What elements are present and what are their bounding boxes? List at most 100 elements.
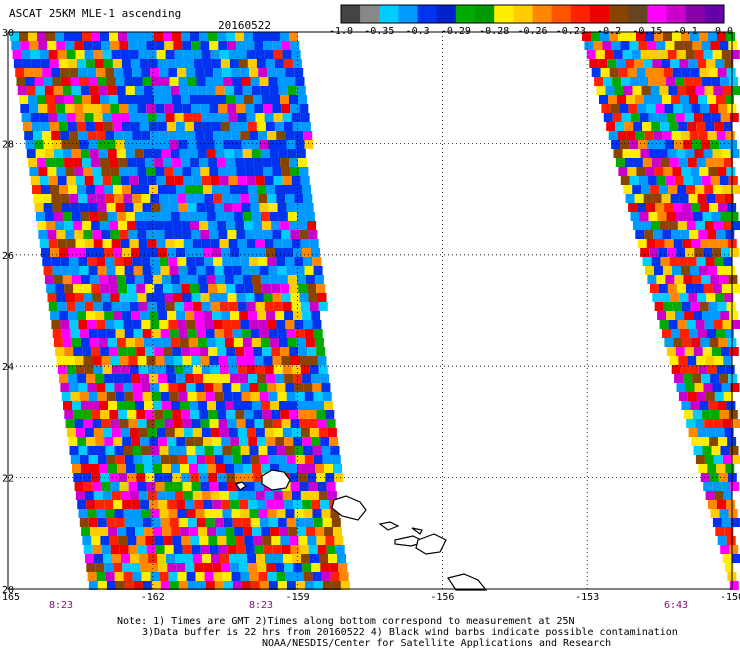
swath-cell [264,239,274,248]
swath-cell [684,113,694,122]
swath-cell [702,347,712,356]
swath-cell [131,500,141,509]
swath-cell [636,167,646,176]
swath-cell [321,509,331,518]
swath-cell [163,95,172,104]
swath-cell [613,50,623,59]
pass-time-3: 6:43 [664,600,689,611]
swath-cell [321,572,331,581]
swath-cell [602,41,612,50]
swath-cell [662,131,672,140]
swath-cell [700,473,710,482]
swath-cell [93,50,103,59]
swath-cell [298,158,308,167]
swath-cell [210,176,220,185]
swath-cell [692,374,702,383]
swath-cell [205,203,215,212]
swath-cell [294,194,304,203]
swath-cell [50,311,60,320]
swath-cell [191,419,201,428]
swath-cell [162,401,171,410]
swath-cell [131,185,140,194]
swath-cell [74,41,84,50]
swath-cell [91,473,101,482]
swath-cell [731,221,740,230]
swath-cell [110,419,120,428]
swath-cell [307,473,317,482]
swath-cell [700,239,710,248]
swath-cell [282,239,292,248]
swath-cell [299,419,309,428]
swath-cell [191,167,201,176]
swath-cell [304,518,314,527]
swath-cell [249,446,259,455]
swath-cell [282,302,292,311]
swath-cell [263,293,273,302]
swath-cell [118,536,128,545]
swath-cell [129,239,139,248]
swath-cell [155,482,165,491]
swath-cell [641,185,651,194]
swath-cell [230,185,239,194]
swath-cell [607,59,617,68]
swath-cell [268,203,278,212]
swath-cell [120,176,130,185]
swath-cell [263,167,273,176]
colorbar-swatch [436,5,457,23]
swath-cell [722,554,732,563]
swath-cell [711,212,721,221]
swath-cell [281,104,291,113]
swath-cell [178,392,188,401]
swath-cell [224,212,234,221]
swath-cell [223,266,233,275]
swath-cell [129,302,139,311]
swath-cell [686,320,696,329]
swath-cell [695,86,705,95]
swath-cell [711,347,721,356]
swath-cell [192,491,202,500]
swath-cell [301,122,311,131]
swath-cell [278,275,288,284]
swath-cell [173,104,183,113]
swath-cell [86,185,95,194]
swath-cell [204,68,214,77]
swath-cell [52,77,62,86]
swath-cell [219,428,229,437]
swath-cell [245,356,255,365]
swath-cell [305,338,315,347]
swath-cell [277,329,287,338]
swath-cell [682,104,692,113]
swath-cell [200,545,210,554]
swath-cell [110,482,120,491]
swath-cell [155,545,165,554]
swath-cell [708,32,717,41]
swath-cell [147,239,157,248]
swath-cell [37,158,47,167]
swath-cell [29,167,39,176]
swath-cell [88,518,98,527]
swath-cell [223,581,233,590]
swath-cell [147,428,157,437]
swath-cell [144,527,154,536]
swath-cell [127,473,137,482]
swath-cell [95,437,105,446]
swath-cell [254,167,264,176]
swath-cell [57,176,67,185]
swath-cell [115,518,125,527]
swath-cell [145,347,155,356]
swath-cell [200,230,210,239]
swath-cell [137,545,147,554]
swath-cell [679,59,689,68]
swath-cell [61,77,71,86]
swath-cell [700,203,710,212]
swath-cell [192,239,202,248]
swath-cell [169,455,179,464]
swath-cell [259,203,269,212]
swath-cell [191,104,201,113]
swath-cell [706,59,716,68]
swath-cell [267,68,277,77]
swath-cell [258,257,268,266]
swath-cell [255,491,265,500]
swath-cell [243,464,252,473]
swath-cell [223,203,233,212]
